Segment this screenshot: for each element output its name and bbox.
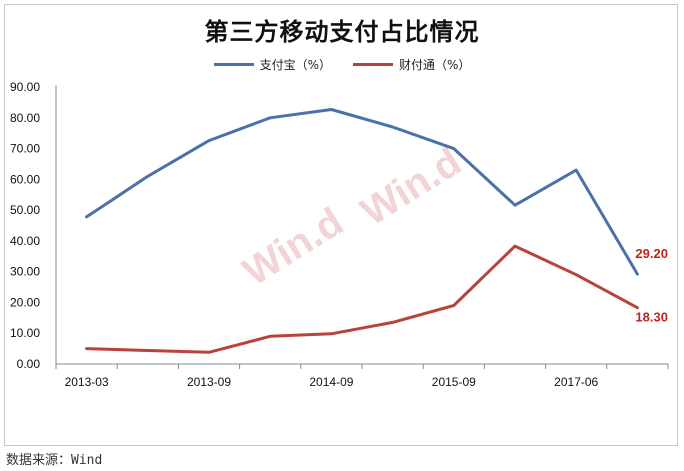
chart-legend: 支付宝（%） 财付通（%） <box>0 56 684 73</box>
data-source-note: 数据来源：Wind <box>6 453 103 468</box>
x-tick-label: 2015-09 <box>432 375 476 389</box>
legend-label-alipay: 支付宝（%） <box>259 58 331 72</box>
y-tick-label: 20.00 <box>10 295 40 309</box>
x-tick-label: 2017-06 <box>554 375 598 389</box>
y-tick-label: 0.00 <box>17 357 41 371</box>
x-axis: 2013-03 2013-09 2014-09 2015-09 2017-06 <box>55 363 669 389</box>
x-tick-label: 2013-09 <box>187 375 231 389</box>
chart-frame <box>4 4 678 446</box>
series-line-alipay <box>85 108 639 276</box>
chart-title: 第三方移动支付占比情况 <box>204 17 480 46</box>
plot-area: 29.20 18.30 <box>85 108 668 354</box>
watermark-text: Win.d <box>235 200 350 295</box>
x-tick-label: 2014-09 <box>309 375 353 389</box>
legend-swatch-alipay <box>213 63 254 66</box>
y-tick-label: 30.00 <box>10 265 40 279</box>
y-axis: 0.00 10.00 20.00 30.00 40.00 50.00 60.00 70.00 8… <box>10 80 57 371</box>
y-tick-label: 10.00 <box>10 326 40 340</box>
legend-label-tenpay: 财付通（%） <box>399 58 471 72</box>
y-tick-label: 60.00 <box>10 172 40 186</box>
legend-swatch-tenpay <box>353 63 393 66</box>
data-label-tenpay: 18.30 <box>635 310 668 325</box>
y-tick-label: 70.00 <box>10 142 40 156</box>
y-tick-label: 50.00 <box>10 203 40 217</box>
data-label-alipay: 29.20 <box>635 246 668 261</box>
series-line-tenpay <box>85 244 639 354</box>
watermark-text: Win.d <box>353 140 468 235</box>
y-tick-label: 40.00 <box>10 234 40 248</box>
legend-item-tenpay: 财付通（%） <box>353 56 470 73</box>
legend-item-alipay: 支付宝（%） <box>213 56 331 73</box>
y-tick-label: 90.00 <box>10 80 40 94</box>
y-tick-label: 80.00 <box>10 111 40 125</box>
x-tick-label: 2013-03 <box>65 375 109 389</box>
